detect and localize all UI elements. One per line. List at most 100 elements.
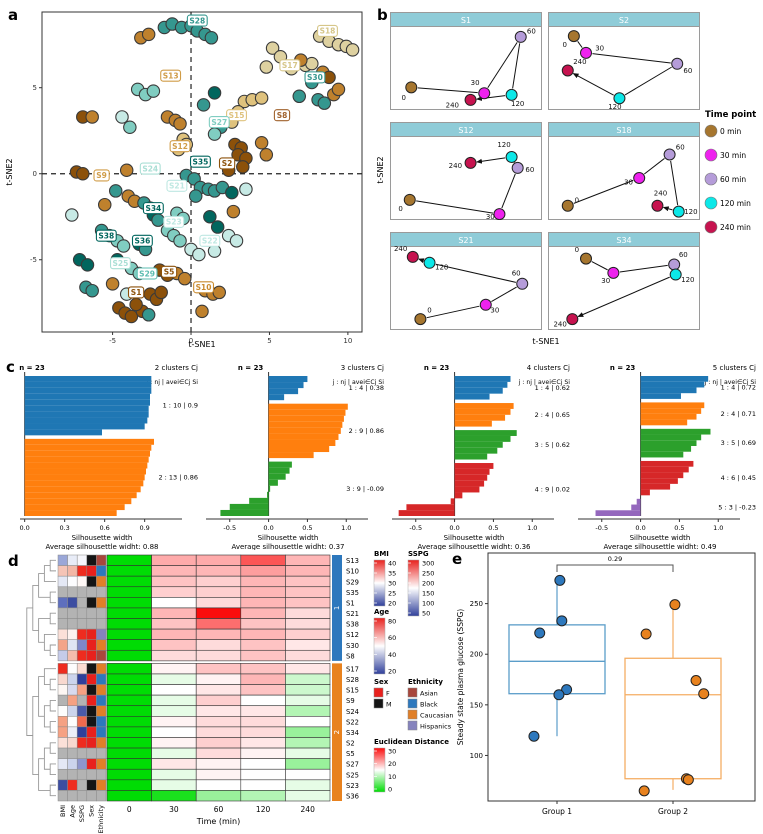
silhouette-bar (24, 399, 150, 406)
scatter-point (105, 277, 120, 291)
annotation-cell (76, 747, 88, 759)
heat-cell (195, 586, 242, 598)
subject-label: S35 (193, 157, 209, 166)
x-tick-label: 0.0 (449, 524, 459, 532)
panel-e-boxplot: 100 150 200 250 Steady state plasma glucose … (456, 552, 756, 816)
x-axis-title: t-SNE1 (188, 340, 215, 349)
dendrogram-link (49, 591, 56, 604)
annotation-cell (67, 639, 78, 651)
dendrogram-link (49, 612, 56, 625)
silhouette-bar (640, 393, 681, 399)
heat-cell (151, 737, 197, 749)
heat-cell (285, 663, 331, 675)
trajectory-segment (512, 43, 521, 89)
row-label: S13 (346, 557, 359, 565)
silhouette-bar (268, 446, 330, 453)
silhouette-bar (454, 486, 480, 493)
formula-label: j : nj | avei∈Cj Si (704, 379, 757, 386)
legend-tick-label: 35 (388, 570, 396, 578)
legend-tick-label: 40 (388, 560, 396, 568)
annotation-cell (67, 684, 78, 696)
heat-cell (285, 779, 331, 791)
trajectory-segment (644, 158, 665, 175)
silhouette-bar (454, 420, 492, 427)
heat-cell (195, 758, 242, 770)
time-point (516, 277, 529, 290)
time-point-label: 0 (562, 41, 566, 49)
heat-cell (195, 607, 242, 619)
dendrogram-link (32, 696, 39, 775)
legend-tick-label: 250 (422, 570, 434, 578)
annotation-column-label: SSPG (78, 805, 86, 822)
legend-gradient-bar (373, 617, 386, 675)
time-point (479, 298, 492, 311)
dendrogram-link (49, 784, 56, 797)
heat-cell (240, 673, 286, 685)
subject-label-box (189, 155, 211, 168)
average-width-label: Average silhousettle widht: 0.49 (603, 543, 716, 550)
subject-label-box (218, 157, 236, 170)
time-point-label: 240 (573, 58, 586, 66)
subject-label: S34 (145, 204, 161, 213)
heat-cell (106, 554, 152, 566)
heat-cell (151, 554, 197, 566)
heat-cell (106, 586, 152, 598)
time-point-label: 30 (490, 306, 499, 314)
x-tick-label: 1.0 (527, 524, 537, 532)
data-point (554, 574, 566, 586)
heat-cell (151, 607, 197, 619)
row-label: S23 (346, 782, 359, 790)
silhouette-bar (595, 510, 641, 516)
panel-d-heatmap: S13S10S29S35S1S21S38S12S30S8S17S28S15S9S… (26, 550, 454, 833)
annotation-cell (57, 705, 68, 717)
annotation-cell (57, 628, 68, 640)
time-point-label: 120 (435, 264, 448, 272)
panel-e-letter: e (452, 550, 463, 568)
heat-cell (240, 694, 286, 707)
data-point (556, 615, 568, 627)
silhouette-bar (454, 480, 485, 487)
row-label: S35 (346, 589, 359, 597)
subject-label-box (127, 286, 145, 299)
heat-cell (151, 747, 197, 759)
heat-cell (106, 726, 152, 738)
silhouette-bar (454, 393, 490, 400)
heat-cell (106, 705, 152, 717)
scatter-point (331, 82, 346, 97)
legend-title: Age (374, 608, 389, 616)
annotation-cell (96, 694, 107, 706)
silhouette-bar (24, 444, 152, 451)
time-column-label: 240 (301, 805, 316, 814)
time-point-label: 30 (595, 44, 604, 52)
silhouette-bar (640, 478, 678, 484)
annotation-cell (67, 716, 78, 728)
dendrogram-link (32, 584, 39, 631)
silhouette-bar (268, 479, 278, 486)
legend-title: Euclidean Distance (374, 738, 449, 746)
heat-cell (151, 565, 197, 577)
x-tick-label: 0 (189, 337, 193, 345)
annotation-cell (96, 628, 107, 640)
subject-label: S23 (166, 218, 182, 227)
annotation-cell (76, 650, 88, 662)
subject-label: S15 (229, 111, 245, 120)
time-point-label: 120 (608, 103, 621, 110)
annotation-cell (57, 663, 68, 675)
annotation-cell (76, 575, 88, 588)
annotation-cell (57, 639, 68, 651)
scatter-point (173, 117, 187, 131)
annotation-cell (76, 768, 88, 781)
legend-swatch (373, 698, 384, 709)
row-label: S21 (346, 610, 359, 618)
legend-entry-label: Caucasian (420, 712, 454, 720)
cluster-count-title: 3 clusters Cj (341, 364, 384, 372)
annotation-cell (96, 586, 107, 598)
heat-cell (106, 649, 152, 662)
cluster-count-title: 2 clusters Cj (155, 364, 198, 372)
silhouette-bar (454, 387, 503, 394)
heat-cell (195, 737, 242, 749)
silhouette-bar (24, 462, 148, 469)
heat-cell (151, 694, 197, 707)
heat-cell (195, 618, 242, 630)
